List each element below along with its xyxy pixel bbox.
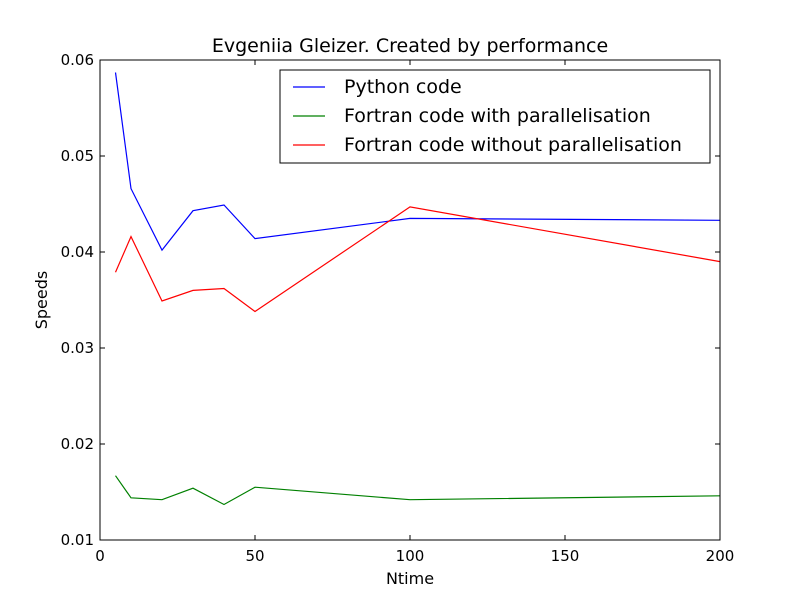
legend-label-0: Python code <box>344 76 462 98</box>
y-tick-label: 0.02 <box>61 435 94 453</box>
y-tick-label: 0.06 <box>61 51 94 69</box>
series-line-2 <box>114 206 721 313</box>
legend-label-2: Fortran code without parallelisation <box>344 134 682 156</box>
x-tick-label: 150 <box>551 547 580 565</box>
ticks-layer: 0 50 100 150 200 0.01 0.02 0.03 0.04 0.05 0.06 <box>61 51 735 565</box>
series-line-1 <box>115 475 721 506</box>
y-tick-label: 0.03 <box>61 339 94 357</box>
y-axis-label: Speeds <box>32 271 51 330</box>
series-layer <box>114 72 721 506</box>
series-line-0 <box>114 72 721 252</box>
plot-frame <box>99 59 721 541</box>
x-tick-label: 200 <box>706 547 735 565</box>
legend-label-1: Fortran code with parallelisation <box>344 105 651 127</box>
chart-title: Evgeniia Gleizer. Created by performance <box>212 35 608 57</box>
x-tick-label: 0 <box>95 547 105 565</box>
y-tick-label: 0.01 <box>61 531 94 549</box>
legend-box <box>279 69 711 164</box>
y-tick-label: 0.05 <box>61 147 94 165</box>
y-tick-label: 0.04 <box>61 243 94 261</box>
legend: Python code Fortran code with parallelisa… <box>279 69 711 164</box>
x-axis-label: Ntime <box>386 569 434 588</box>
x-tick-label: 100 <box>396 547 425 565</box>
x-tick-label: 50 <box>245 547 264 565</box>
